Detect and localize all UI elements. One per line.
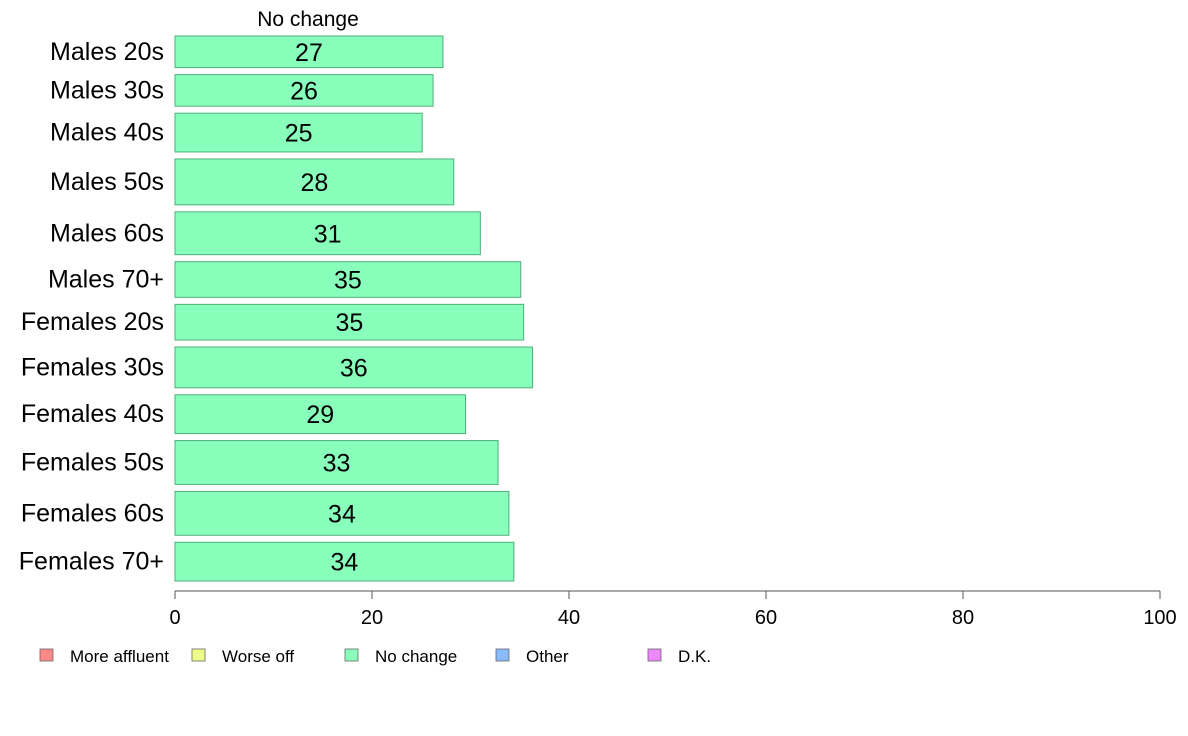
category-label: Females 30s <box>21 353 164 381</box>
category-label: Males 20s <box>50 38 164 66</box>
bar <box>174 158 455 206</box>
data-label: 26 <box>290 77 318 105</box>
bar <box>174 303 525 341</box>
legend-swatch <box>344 648 359 662</box>
data-label: 27 <box>295 39 323 67</box>
bar <box>174 261 522 298</box>
bar <box>174 112 423 153</box>
bar <box>174 35 444 69</box>
series-top-label: No change <box>257 8 359 31</box>
data-label: 25 <box>285 120 313 148</box>
bar-group: Males 20s 27 Males 30s 26 Males 40s 25 Males 5… <box>19 35 534 582</box>
data-label: 33 <box>323 449 351 477</box>
category-label: Males 30s <box>50 76 164 104</box>
legend-label: No change <box>375 647 457 666</box>
legend-label: Worse off <box>222 647 294 666</box>
category-label: Females 40s <box>21 400 164 428</box>
bar <box>174 211 481 256</box>
data-label: 29 <box>306 401 334 429</box>
category-label: Females 70+ <box>19 548 164 576</box>
category-label: Females 20s <box>21 308 164 336</box>
x-tick-label: 60 <box>755 607 777 629</box>
category-label: Males 40s <box>50 119 164 147</box>
data-label: 35 <box>335 309 363 337</box>
data-label: 35 <box>334 267 362 295</box>
bar <box>174 541 515 582</box>
bar <box>174 346 534 389</box>
data-label: 36 <box>340 354 368 382</box>
legend-swatch <box>495 648 510 662</box>
legend-label: More affluent <box>70 647 169 666</box>
x-tick-label: 40 <box>558 607 580 629</box>
data-label: 34 <box>328 500 356 528</box>
bar <box>174 490 510 536</box>
x-tick-label: 20 <box>361 607 383 629</box>
bar <box>174 394 467 435</box>
x-tick-label: 80 <box>952 607 974 629</box>
bar <box>174 440 499 485</box>
category-label: Males 60s <box>50 219 164 247</box>
legend-swatch <box>39 648 54 662</box>
category-label: Females 60s <box>21 499 164 527</box>
data-label: 28 <box>300 169 328 197</box>
legend: More affluent Worse off No change Other D.K. <box>39 647 711 666</box>
x-axis: 0 20 40 60 80 100 <box>169 590 1177 629</box>
legend-label: Other <box>526 647 569 666</box>
category-label: Females 50s <box>21 448 164 476</box>
bar <box>174 74 434 107</box>
category-label: Males 70+ <box>48 266 164 294</box>
data-label: 31 <box>314 220 342 248</box>
category-label: Males 50s <box>50 168 164 196</box>
legend-label: D.K. <box>678 647 711 666</box>
legend-swatch <box>191 648 206 662</box>
legend-swatch <box>647 648 662 662</box>
data-label: 34 <box>331 549 359 577</box>
x-tick-label: 0 <box>169 607 180 629</box>
x-tick-label: 100 <box>1143 607 1176 629</box>
